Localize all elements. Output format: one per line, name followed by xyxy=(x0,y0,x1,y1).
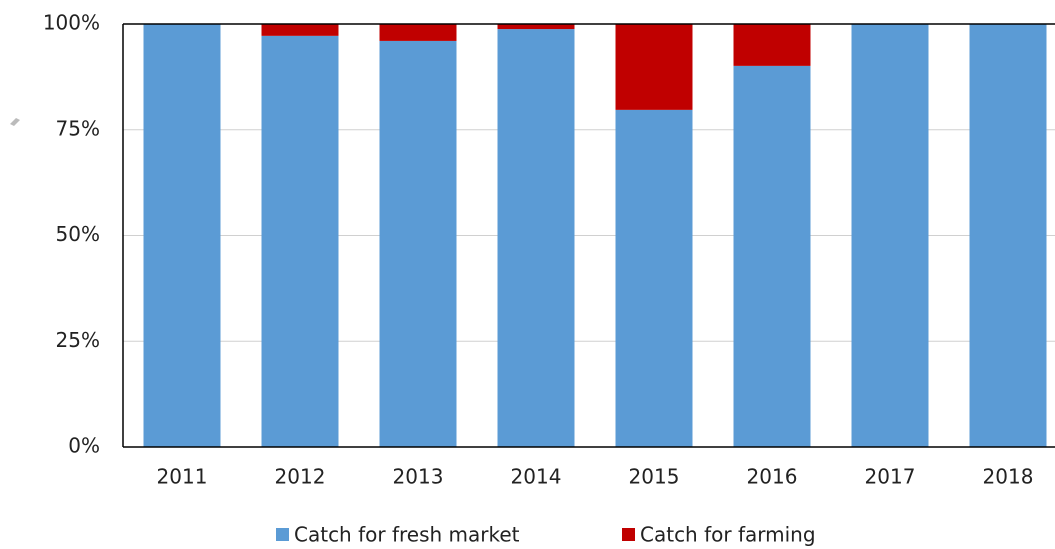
bar-segment xyxy=(851,24,929,447)
bar-segment xyxy=(379,40,457,448)
legend-swatch xyxy=(622,528,635,541)
bar-segment xyxy=(497,24,575,30)
legend-swatch xyxy=(276,528,289,541)
x-tick-label: 2012 xyxy=(275,465,326,489)
x-tick-label: 2018 xyxy=(983,465,1034,489)
bar-segment xyxy=(261,35,339,448)
bar-segment xyxy=(615,109,693,447)
y-tick-label: 100% xyxy=(43,11,100,35)
bar-segment xyxy=(143,24,221,447)
bar-segment xyxy=(733,65,811,447)
legend-label: Catch for fresh market xyxy=(294,523,520,547)
y-tick-label: 50% xyxy=(56,222,100,246)
x-tick-label: 2016 xyxy=(747,465,798,489)
x-tick-label: 2017 xyxy=(865,465,916,489)
x-tick-label: 2013 xyxy=(393,465,444,489)
y-tick-label: 75% xyxy=(56,116,100,140)
x-tick-label: 2011 xyxy=(157,465,208,489)
bar-segment xyxy=(497,29,575,448)
bar-segment xyxy=(261,24,339,36)
bar-segment xyxy=(969,24,1047,447)
bar-segment xyxy=(379,24,457,41)
x-tick-label: 2014 xyxy=(511,465,562,489)
y-tick-label: 25% xyxy=(56,328,100,352)
bar-segment xyxy=(733,24,811,66)
x-tick-label: 2015 xyxy=(629,465,680,489)
legend-label: Catch for farming xyxy=(640,523,816,547)
y-tick-label: 0% xyxy=(68,434,100,458)
bar-segment xyxy=(615,24,693,110)
decoration xyxy=(10,118,20,126)
